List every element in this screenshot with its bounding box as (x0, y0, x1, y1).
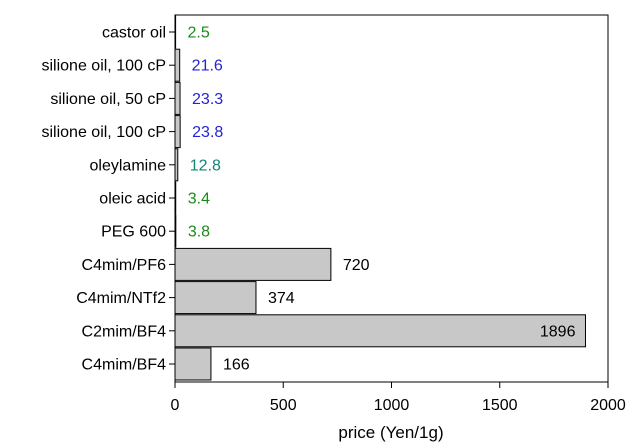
value-label: 3.8 (188, 224, 210, 241)
bars-group (174, 15, 586, 381)
x-tick-label: 1000 (374, 397, 410, 414)
value-label: 3.4 (188, 191, 210, 208)
x-axis-title: price (Yen/1g) (338, 423, 443, 442)
x-ticks: 0 500 1000 1500 2000 (171, 382, 626, 414)
bar (174, 115, 181, 149)
y-tick-marks (169, 31, 175, 365)
value-label: 720 (343, 257, 370, 274)
category-label: silione oil, 100 cP (41, 58, 166, 75)
bar (174, 148, 179, 182)
category-label: oleic acid (99, 191, 166, 208)
category-label: C4mim/BF4 (82, 357, 167, 374)
bar (174, 281, 257, 315)
bar (174, 81, 181, 115)
bar (174, 214, 177, 248)
bar (174, 247, 332, 281)
bar (174, 48, 181, 82)
value-label: 1896 (540, 323, 576, 340)
value-label: 12.8 (190, 157, 221, 174)
bar (174, 181, 177, 215)
value-label: 21.6 (192, 58, 223, 75)
category-label: C2mim/BF4 (82, 323, 167, 340)
category-label: oleylamine (90, 157, 167, 174)
bar (174, 15, 177, 49)
value-label: 23.3 (192, 91, 223, 108)
category-labels: castor oil silione oil, 100 cP silione oil… (41, 25, 166, 374)
category-label: silione oil, 100 cP (41, 124, 166, 141)
category-label: C4mim/NTf2 (76, 290, 166, 307)
value-label: 23.8 (192, 124, 223, 141)
category-label: C4mim/PF6 (82, 257, 167, 274)
value-label: 166 (223, 357, 250, 374)
value-labels: 2.5 21.6 23.3 23.8 12.8 3.4 3.8 720 374 1896 166 (188, 25, 576, 374)
category-label: silione oil, 50 cP (50, 91, 166, 108)
bar (174, 314, 586, 348)
x-tick-label: 1500 (482, 397, 518, 414)
x-tick-label: 2000 (590, 397, 626, 414)
x-tick-label: 500 (270, 397, 297, 414)
x-tick-label: 0 (171, 397, 180, 414)
bar (174, 347, 212, 381)
value-label: 374 (268, 290, 295, 307)
category-label: PEG 600 (101, 224, 166, 241)
value-label: 2.5 (188, 25, 210, 42)
category-label: castor oil (102, 25, 166, 42)
